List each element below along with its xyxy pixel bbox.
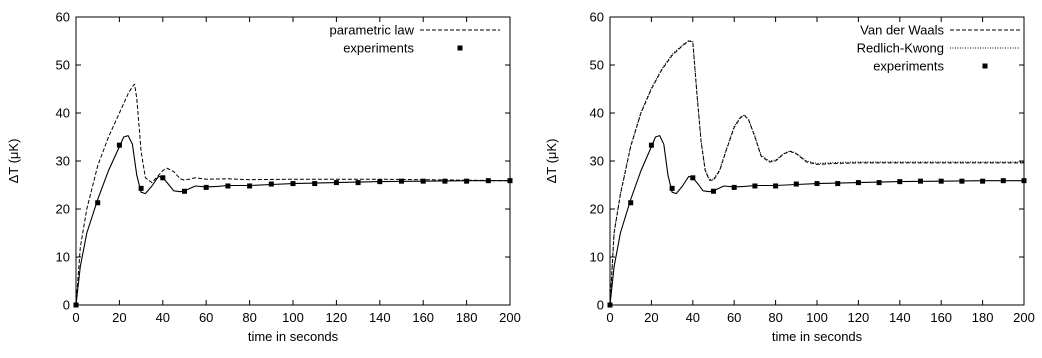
x-axis-label: time in seconds bbox=[248, 329, 339, 344]
y-tick-label: 30 bbox=[56, 154, 70, 169]
y-axis-label: ΔT (μK) bbox=[544, 139, 559, 184]
experiment-point bbox=[138, 185, 144, 191]
y-tick-label: 0 bbox=[597, 298, 604, 313]
y-tick-label: 60 bbox=[590, 10, 604, 25]
x-tick-label: 40 bbox=[686, 310, 700, 325]
x-tick-label: 120 bbox=[848, 310, 870, 325]
experiment-point bbox=[247, 183, 253, 189]
x-tick-label: 180 bbox=[456, 310, 478, 325]
experiment-point bbox=[897, 179, 903, 185]
experiment-point bbox=[420, 178, 426, 184]
x-tick-label: 80 bbox=[768, 310, 782, 325]
x-tick-label: 40 bbox=[156, 310, 170, 325]
x-tick-label: 20 bbox=[644, 310, 658, 325]
legend-label: parametric law bbox=[329, 23, 414, 38]
y-tick-label: 60 bbox=[56, 10, 70, 25]
experiment-point bbox=[312, 181, 318, 187]
x-axis-label: time in seconds bbox=[772, 329, 863, 344]
y-tick-label: 20 bbox=[56, 202, 70, 217]
experiment-point bbox=[290, 181, 296, 187]
series-line-van-der-waals bbox=[609, 40, 1024, 306]
x-tick-label: 180 bbox=[972, 310, 994, 325]
experiment-point bbox=[1000, 178, 1006, 184]
x-tick-label: 200 bbox=[1013, 310, 1035, 325]
experiment-point bbox=[442, 178, 448, 184]
experiment-point bbox=[959, 178, 965, 184]
experiment-point bbox=[938, 178, 944, 184]
legend-label: Van der Waals bbox=[860, 23, 944, 38]
y-tick-label: 0 bbox=[63, 298, 70, 313]
experiment-point bbox=[835, 181, 841, 187]
x-tick-label: 160 bbox=[930, 310, 952, 325]
x-tick-label: 160 bbox=[412, 310, 434, 325]
plot-frame bbox=[75, 16, 511, 306]
series-line-model bbox=[609, 135, 1024, 306]
x-tick-label: 120 bbox=[326, 310, 348, 325]
y-tick-label: 30 bbox=[590, 154, 604, 169]
experiment-point bbox=[876, 180, 882, 186]
experiment-point bbox=[203, 184, 209, 190]
legend-label: Redlich-Kwong bbox=[857, 41, 944, 56]
experiment-point bbox=[793, 181, 799, 187]
chart-panel-2: 0 20 40 60 80 100 120 140 160 180 200 0 10 20 30 40 50 60… bbox=[544, 10, 1035, 345]
legend-marker bbox=[982, 63, 988, 69]
experiment-point bbox=[814, 181, 820, 187]
x-tick-label: 140 bbox=[369, 310, 391, 325]
x-tick-label: 140 bbox=[889, 310, 911, 325]
experiment-point bbox=[464, 178, 470, 184]
legend-label: experiments bbox=[343, 41, 414, 56]
x-tick-label: 100 bbox=[282, 310, 304, 325]
experiment-point bbox=[355, 180, 361, 186]
experiment-point bbox=[377, 179, 383, 185]
experiment-point bbox=[711, 188, 716, 194]
x-tick-label: 0 bbox=[606, 310, 613, 325]
y-tick-label: 50 bbox=[590, 58, 604, 73]
experiment-point bbox=[1021, 178, 1027, 184]
experiment-point bbox=[399, 178, 404, 184]
experiment-point bbox=[690, 175, 696, 181]
experiment-point bbox=[752, 183, 758, 189]
x-tick-label: 100 bbox=[806, 310, 828, 325]
experiment-point bbox=[855, 180, 861, 186]
x-tick-label: 200 bbox=[499, 310, 521, 325]
experiment-point bbox=[507, 178, 513, 184]
plot-frame bbox=[609, 16, 1025, 306]
legend-label: experiments bbox=[873, 59, 944, 74]
x-tick-label: 60 bbox=[199, 310, 213, 325]
y-tick-label: 10 bbox=[56, 250, 70, 265]
experiment-point bbox=[485, 178, 491, 184]
experiment-point bbox=[628, 200, 634, 206]
experiment-point bbox=[268, 181, 274, 187]
experiment-point bbox=[160, 175, 166, 181]
y-tick-label: 40 bbox=[590, 106, 604, 121]
experiment-point bbox=[116, 142, 122, 148]
x-tick-label: 80 bbox=[242, 310, 256, 325]
chart-panel-1: 0 20 40 60 80 100 120 140 160 180 200 0 10 20 30 40 50 60… bbox=[6, 10, 521, 345]
experiment-point bbox=[669, 185, 675, 191]
experiment-point bbox=[607, 302, 613, 308]
x-tick-label: 20 bbox=[112, 310, 126, 325]
y-tick-label: 50 bbox=[56, 58, 70, 73]
y-axis-label: ΔT (μK) bbox=[6, 139, 21, 184]
series-line-redlich-kwong bbox=[609, 40, 1024, 306]
y-tick-label: 10 bbox=[590, 250, 604, 265]
x-tick-label: 0 bbox=[72, 310, 79, 325]
experiment-point bbox=[73, 302, 79, 308]
series-line-parametric-law bbox=[75, 83, 511, 306]
x-tick-label: 60 bbox=[727, 310, 741, 325]
series-line-model bbox=[75, 135, 510, 306]
experiment-point bbox=[731, 184, 737, 190]
experiment-point bbox=[918, 178, 923, 184]
y-tick-label: 20 bbox=[590, 202, 604, 217]
experiment-point bbox=[980, 178, 986, 184]
experiment-point bbox=[333, 180, 339, 186]
experiment-point bbox=[773, 183, 779, 189]
experiment-point bbox=[95, 200, 101, 206]
experiment-point bbox=[225, 183, 231, 189]
legend-marker bbox=[457, 45, 463, 51]
y-tick-label: 40 bbox=[56, 106, 70, 121]
experiment-point bbox=[182, 188, 187, 194]
experiment-point bbox=[648, 142, 654, 148]
